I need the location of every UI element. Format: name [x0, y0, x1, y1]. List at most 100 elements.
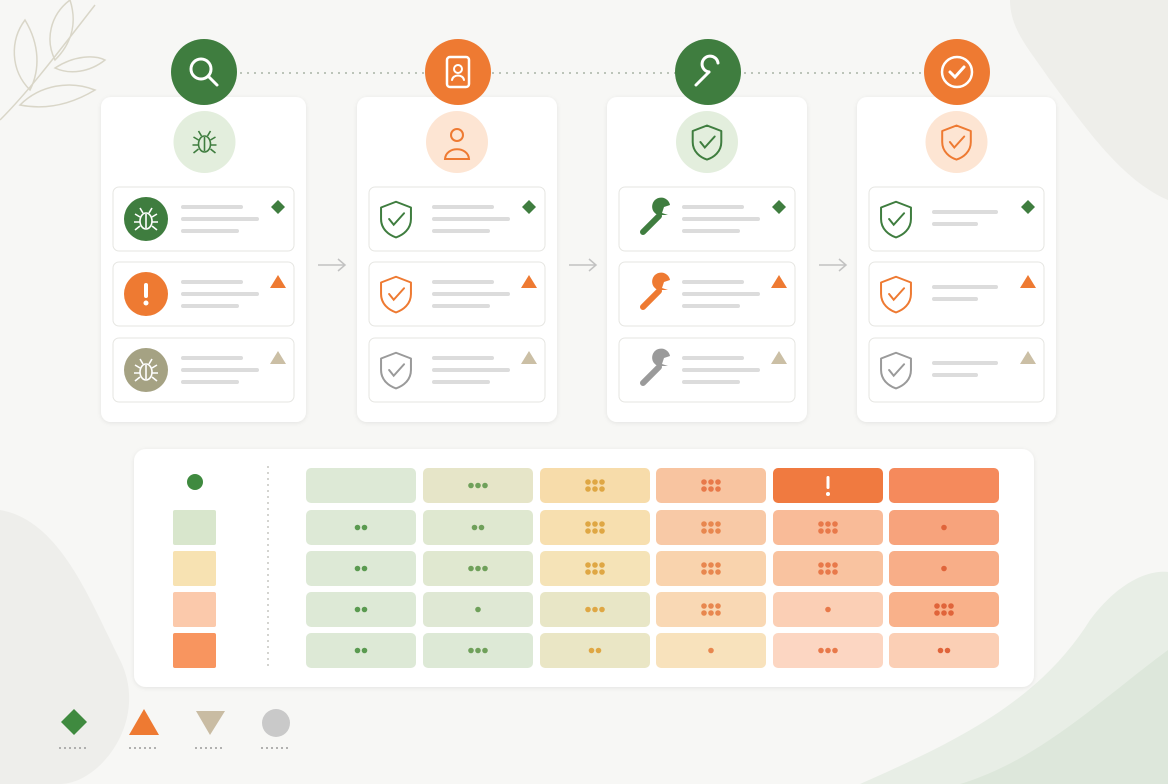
dot-group [941, 565, 947, 572]
dot [361, 606, 368, 613]
check-icon [888, 287, 906, 302]
dot [468, 482, 474, 489]
dot [708, 610, 714, 616]
triangle-marker [1020, 275, 1036, 288]
text-placeholder [432, 229, 490, 233]
wrench-icon [694, 54, 720, 87]
text-placeholder [432, 356, 494, 360]
item-row [868, 337, 1045, 403]
dot [361, 524, 368, 531]
dot-group [468, 647, 488, 654]
dot [599, 486, 605, 492]
triangle-marker [771, 351, 787, 364]
dot [701, 603, 707, 609]
stage-card [357, 39, 557, 422]
dot [825, 606, 831, 613]
dot [701, 479, 707, 485]
dot [475, 606, 481, 613]
dot-group [354, 565, 368, 572]
heatmap-cell [306, 633, 416, 668]
heatmap-cell [656, 468, 766, 503]
diamond-marker [1021, 200, 1035, 214]
text-placeholder [932, 373, 978, 377]
matrix-legend [173, 510, 216, 668]
dot [948, 610, 954, 616]
dot [701, 562, 707, 568]
bug-icon [197, 135, 212, 153]
dot [592, 521, 598, 527]
dot [818, 528, 824, 534]
avatar [925, 111, 988, 173]
dot [468, 565, 474, 572]
dot [715, 610, 721, 616]
flow-arrow [318, 258, 347, 272]
shield-icon [380, 200, 412, 239]
text-placeholder [682, 217, 760, 221]
dot [825, 569, 831, 575]
text-placeholder [432, 304, 490, 308]
dot [471, 524, 478, 531]
dot [592, 479, 598, 485]
heatmap-cell [656, 510, 766, 545]
dot [599, 479, 605, 485]
heatmap-cell [656, 592, 766, 627]
dot [941, 603, 947, 609]
text-placeholder [432, 368, 510, 372]
dot-group [585, 606, 605, 613]
heatmap-cell [540, 551, 650, 586]
check-badge [940, 55, 974, 89]
dot-group [934, 603, 954, 616]
dot [354, 524, 361, 531]
triangle-marker [129, 709, 159, 735]
triangle-marker [270, 275, 286, 288]
text-placeholder [682, 304, 740, 308]
triangle-marker [521, 351, 537, 364]
text-placeholder [682, 292, 760, 296]
dot [818, 562, 824, 568]
heatmap-cell [656, 551, 766, 586]
text-placeholder [181, 280, 243, 284]
text-placeholder [181, 292, 259, 296]
dot [715, 521, 721, 527]
circle-marker [262, 709, 290, 737]
check-icon [388, 212, 406, 227]
leaf-decoration [0, 0, 107, 121]
search-icon [189, 57, 213, 81]
dot [592, 569, 598, 575]
text-placeholder [432, 380, 490, 384]
dot [715, 486, 721, 492]
dot [595, 647, 602, 654]
dot [708, 603, 714, 609]
dot [818, 569, 824, 575]
legend-dot [187, 474, 203, 490]
dot-group [468, 565, 488, 572]
dot [354, 606, 361, 613]
dot [708, 479, 714, 485]
dot [475, 482, 481, 489]
stage-card [607, 39, 807, 422]
dot [818, 521, 824, 527]
dot [354, 565, 361, 572]
heatmap-cell [306, 551, 416, 586]
dot [475, 565, 481, 572]
dot [825, 562, 831, 568]
text-placeholder [181, 304, 239, 308]
wrench-head [652, 272, 670, 290]
text-placeholder [682, 368, 760, 372]
dot [715, 569, 721, 575]
diamond-marker [772, 200, 786, 214]
heatmap-cell [540, 633, 650, 668]
wrench-handle [640, 364, 662, 386]
avatar [676, 111, 738, 173]
dot [478, 524, 485, 531]
dot [599, 521, 605, 527]
text-placeholder [181, 205, 243, 209]
dot-group [818, 562, 838, 575]
flow-arrow [569, 258, 598, 272]
heatmap-cell [306, 510, 416, 545]
text-placeholder [432, 280, 494, 284]
heatmap-cell [889, 468, 999, 503]
heatmap-cell [540, 468, 650, 503]
stage-badge [924, 39, 990, 105]
blob [0, 510, 130, 784]
